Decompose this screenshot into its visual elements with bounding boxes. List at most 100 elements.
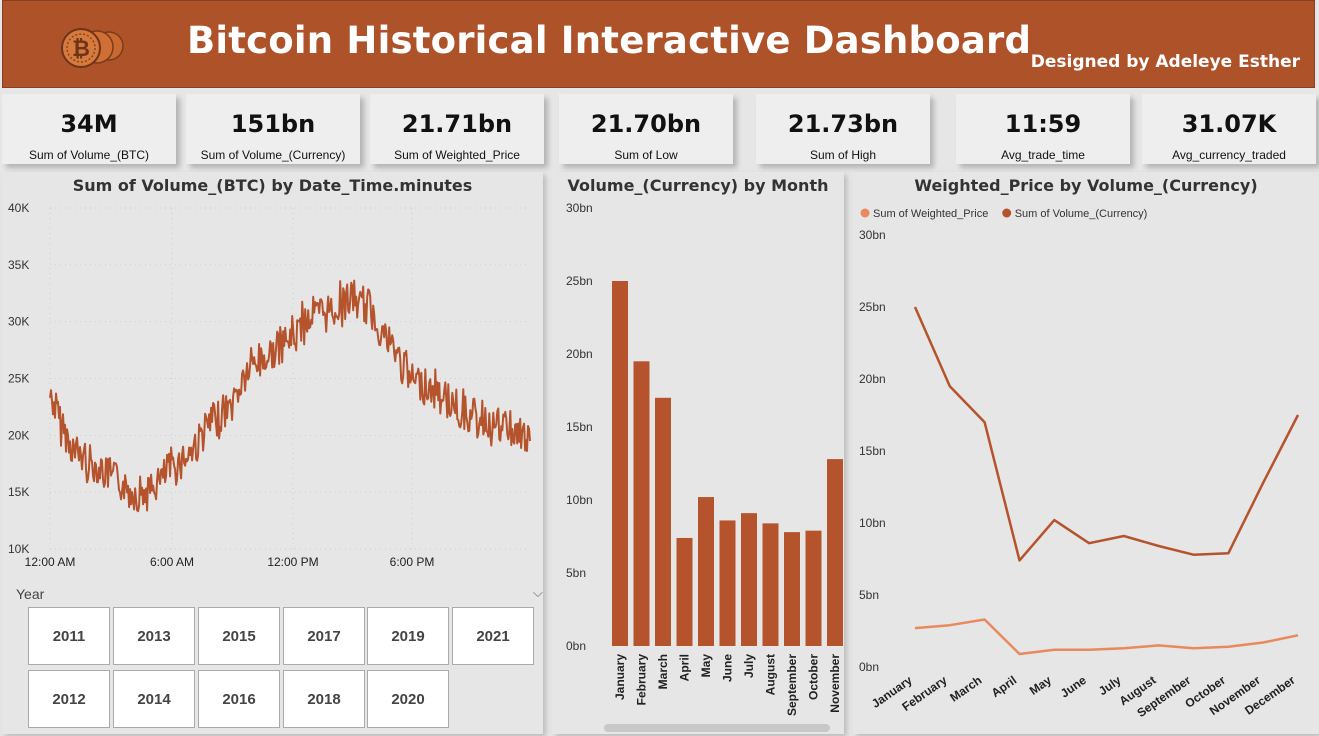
x-tick-label: February <box>635 654 649 706</box>
year-button-2021[interactable]: 2021 <box>452 607 534 665</box>
y-tick-label: 10K <box>8 542 29 556</box>
year-button-2017[interactable]: 2017 <box>283 607 365 665</box>
y-tick-label: 20bn <box>859 372 886 386</box>
x-tick-label: March <box>656 654 670 689</box>
kpi-card-low: 21.70bn Sum of Low <box>559 94 733 164</box>
x-tick-label: May <box>699 654 713 678</box>
y-tick-label: 30K <box>8 315 29 329</box>
svg-text:₿: ₿ <box>72 37 90 62</box>
kpi-label: Sum of Low <box>614 148 678 162</box>
kpi-value: 34M <box>60 110 118 138</box>
legend-label: Sum of Volume_(Currency) <box>1015 208 1148 220</box>
kpi-label: Avg_trade_time <box>1001 148 1085 162</box>
kpi-card-volume-btc: 34M Sum of Volume_(BTC) <box>2 94 176 164</box>
x-tick-label: 12:00 PM <box>267 555 318 569</box>
y-tick-label: 35K <box>8 258 29 272</box>
x-tick-label: November <box>828 654 842 713</box>
kpi-label: Sum of Volume_(BTC) <box>28 148 150 162</box>
y-tick-label: 5bn <box>566 566 586 580</box>
weighted-price-line-chart[interactable]: 0bn 5bn 10bn 15bn 20bn 25bn 30bn Sum of Weighte… <box>853 196 1319 736</box>
kpi-label: Sum of Weighted_Price <box>394 148 520 162</box>
volume-btc-line-chart[interactable]: 10K 15K 20K 25K 30K 35K 40K 12:00 AM 6:00 AM 12:0… <box>0 196 545 576</box>
kpi-card-volume-currency: 151bn Sum of Volume_(Currency) <box>186 94 360 164</box>
x-tick-label: 12:00 AM <box>25 555 76 569</box>
bar <box>612 281 628 646</box>
y-tick-label: 30bn <box>859 228 886 242</box>
y-tick-label: 20K <box>8 428 29 442</box>
volume-by-month-bar-chart[interactable]: 0bn 5bn 10bn 15bn 20bn 25bn 30bn January Februar… <box>552 196 844 724</box>
x-tick-label: June <box>1058 673 1089 701</box>
bar <box>655 397 671 646</box>
y-tick-label: 15bn <box>566 420 593 434</box>
year-slicer-title: Year <box>16 586 45 602</box>
y-tick-label: 25bn <box>859 300 886 314</box>
x-tick-label: September <box>785 654 799 716</box>
kpi-value: 21.70bn <box>590 110 702 138</box>
y-tick-label: 0bn <box>859 660 879 674</box>
y-tick-label: 10bn <box>859 516 886 530</box>
kpi-value: 21.71bn <box>401 110 513 138</box>
chart-scrollbar[interactable] <box>604 724 830 732</box>
year-button-2020[interactable]: 2020 <box>367 670 449 728</box>
bar <box>698 497 714 646</box>
chart-title: Volume_(Currency) by Month <box>567 176 829 195</box>
year-button-2014[interactable]: 2014 <box>113 670 195 728</box>
bar <box>784 532 800 646</box>
dashboard-header: ₿ Bitcoin Historical Interactive Dashboa… <box>2 0 1315 88</box>
weighted-price-panel: Weighted_Price by Volume_(Currency) <box>853 172 1319 734</box>
year-button-2018[interactable]: 2018 <box>283 670 365 728</box>
dashboard-title: Bitcoin Historical Interactive Dashboard <box>187 19 1032 62</box>
x-tick-label: 6:00 PM <box>390 555 435 569</box>
legend-label: Sum of Weighted_Price <box>873 208 988 220</box>
bar <box>741 513 757 646</box>
x-tick-label: October <box>807 654 821 700</box>
y-tick-label: 25bn <box>566 274 593 288</box>
y-tick-label: 15bn <box>859 444 886 458</box>
x-tick-label: 6:00 AM <box>150 555 194 569</box>
kpi-value: 11:59 <box>1004 110 1082 138</box>
y-tick-label: 15K <box>8 485 29 499</box>
x-tick-label: March <box>947 673 984 705</box>
y-tick-label: 25K <box>8 372 29 386</box>
y-tick-label: 30bn <box>566 201 593 215</box>
designer-credit: Designed by Adeleye Esther <box>1030 52 1300 72</box>
kpi-label: Avg_currency_traded <box>1172 148 1286 162</box>
series-line <box>913 306 1300 562</box>
legend-marker <box>860 208 870 218</box>
y-tick-label: 0bn <box>566 639 586 653</box>
chart-title: Weighted_Price by Volume_(Currency) <box>914 176 1258 195</box>
year-button-2015[interactable]: 2015 <box>198 607 280 665</box>
kpi-value: 21.73bn <box>787 110 899 138</box>
x-tick-label: April <box>678 654 692 681</box>
year-button-2012[interactable]: 2012 <box>28 670 110 728</box>
x-tick-label: January <box>613 654 627 700</box>
kpi-card-avg-trade-time: 11:59 Avg_trade_time <box>956 94 1130 164</box>
y-tick-label: 10bn <box>566 493 593 507</box>
bitcoin-coins-icon: ₿ <box>61 28 124 68</box>
bar <box>633 361 650 646</box>
x-tick-label: June <box>721 654 735 682</box>
kpi-card-high: 21.73bn Sum of High <box>756 94 930 164</box>
kpi-value: 31.07K <box>1181 110 1277 138</box>
legend-marker <box>1002 208 1012 218</box>
series-line <box>914 618 1299 656</box>
x-tick-label: May <box>1027 673 1054 698</box>
kpi-label: Sum of Volume_(Currency) <box>200 148 346 162</box>
series-line-volume-btc <box>49 279 531 513</box>
bar <box>805 530 822 646</box>
year-button-2013[interactable]: 2013 <box>113 607 195 665</box>
y-tick-label: 40K <box>8 201 29 215</box>
year-button-2016[interactable]: 2016 <box>198 670 280 728</box>
bar <box>762 523 779 646</box>
y-tick-label: 5bn <box>859 588 879 602</box>
year-button-2011[interactable]: 2011 <box>28 607 110 665</box>
kpi-card-avg-currency-traded: 31.07K Avg_currency_traded <box>1142 94 1316 164</box>
bar <box>676 537 693 646</box>
chart-title: Sum of Volume_(BTC) by Date_Time.minutes <box>72 176 473 195</box>
x-tick-label: April <box>989 673 1019 700</box>
y-tick-label: 20bn <box>566 347 593 361</box>
x-tick-label: July <box>742 654 756 678</box>
bar <box>827 459 843 646</box>
chevron-down-icon[interactable]: ⌵ <box>533 585 543 600</box>
year-button-2019[interactable]: 2019 <box>367 607 449 665</box>
